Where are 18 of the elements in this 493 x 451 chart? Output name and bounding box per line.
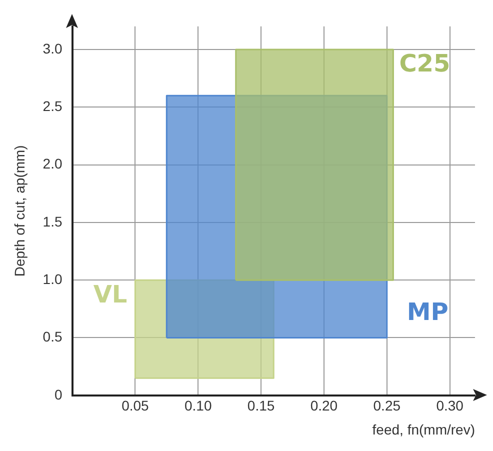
y-tick-label: 1.0 xyxy=(42,270,62,287)
y-tick-label: 0 xyxy=(54,386,62,402)
series-label: C25 xyxy=(399,50,450,78)
x-tick-label: 0.15 xyxy=(247,398,275,414)
y-tick-label: 0.5 xyxy=(42,328,62,345)
x-tick-label: 0.30 xyxy=(436,398,464,414)
x-tick-label: 0.20 xyxy=(310,398,338,414)
x-tick-label: 0.10 xyxy=(184,398,212,414)
x-tick-label: 0.05 xyxy=(122,398,150,414)
y-tick-label: 3.0 xyxy=(42,40,62,56)
y-tick-label: 2.0 xyxy=(42,156,62,172)
x-tick-label: 0.25 xyxy=(373,398,401,414)
y-tick-label: 1.5 xyxy=(42,213,62,230)
series-label: MP xyxy=(406,298,448,326)
y-axis-title: Depth of cut, ap(mm) xyxy=(11,145,28,277)
series-label: VL xyxy=(93,280,128,308)
y-tick-label: 2.5 xyxy=(42,98,62,114)
x-axis-title: feed, fn(mm/rev) xyxy=(372,421,475,438)
